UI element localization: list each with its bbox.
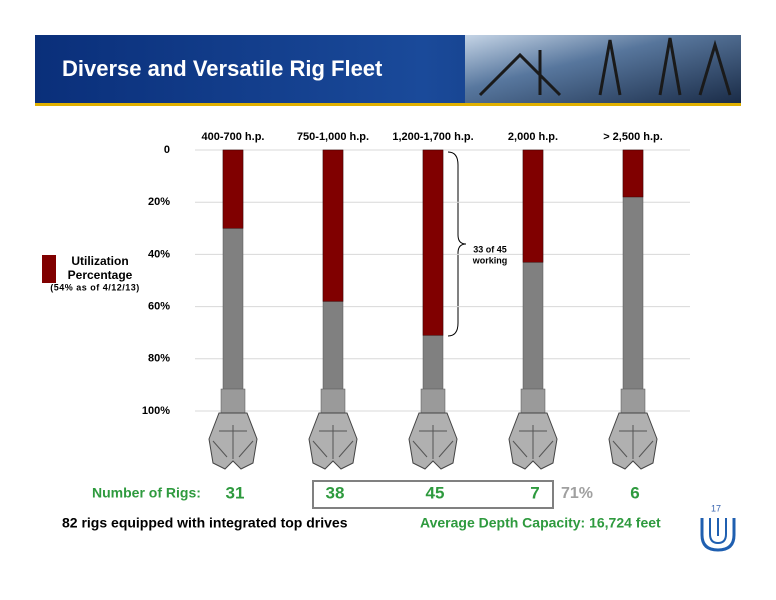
- header-rule: [35, 103, 741, 106]
- rigs-box: [312, 480, 554, 509]
- slide-title: Diverse and Versatile Rig Fleet: [62, 56, 383, 81]
- x-tick-label: 2,000 h.p.: [508, 131, 558, 143]
- bar: [322, 149, 344, 302]
- annotation: 33 of 45: [473, 244, 507, 254]
- drill-bit-cones: [312, 425, 354, 459]
- x-tick-label: 750-1,000 h.p.: [297, 131, 369, 143]
- drill-bit-cones: [612, 425, 654, 459]
- x-tick-label: 400-700 h.p.: [202, 131, 265, 143]
- rig-count: 31: [226, 483, 245, 502]
- page-number: 17: [711, 503, 721, 513]
- drill-collar: [320, 388, 346, 414]
- legend-label: Utilization Percentage: [67, 254, 133, 282]
- drill-collar: [620, 388, 646, 414]
- drill-collar: [520, 388, 546, 414]
- rigs-note: 71%: [561, 485, 593, 502]
- y-tick-label: 80%: [148, 353, 170, 365]
- y-tick-label: 40%: [148, 248, 170, 260]
- bar: [222, 149, 244, 229]
- drill-collar: [420, 388, 446, 414]
- header-silhouette: [478, 37, 732, 97]
- bar: [422, 149, 444, 336]
- drill-bit-cones: [512, 425, 554, 459]
- y-tick-label: 20%: [148, 196, 170, 208]
- drill-bit-cones: [212, 425, 254, 459]
- brace: [447, 151, 467, 337]
- logo: [700, 518, 736, 552]
- bar: [522, 149, 544, 263]
- legend-note: (54% as of 4/12/13): [50, 282, 140, 292]
- annotation: working: [472, 255, 508, 265]
- rig-count: 7: [530, 483, 539, 502]
- footer-right: Average Depth Capacity: 16,724 feet: [420, 515, 661, 531]
- header-image: [465, 35, 741, 103]
- footer-left: 82 rigs equipped with integrated top dri…: [62, 515, 348, 531]
- legend-swatch: [42, 255, 56, 283]
- drill-collar: [220, 388, 246, 414]
- y-tick-label: 60%: [148, 301, 170, 313]
- bar: [622, 149, 644, 198]
- rig-count: 6: [630, 483, 639, 502]
- rigs-label: Number of Rigs:: [92, 485, 201, 501]
- drill-bit-cones: [412, 425, 454, 459]
- y-tick-label: 0: [164, 144, 170, 156]
- rig-count: 45: [426, 483, 445, 502]
- y-tick-label: 100%: [142, 405, 170, 417]
- x-tick-label: 1,200-1,700 h.p.: [392, 131, 473, 143]
- rig-count: 38: [326, 483, 345, 502]
- x-tick-label: > 2,500 h.p.: [603, 131, 663, 143]
